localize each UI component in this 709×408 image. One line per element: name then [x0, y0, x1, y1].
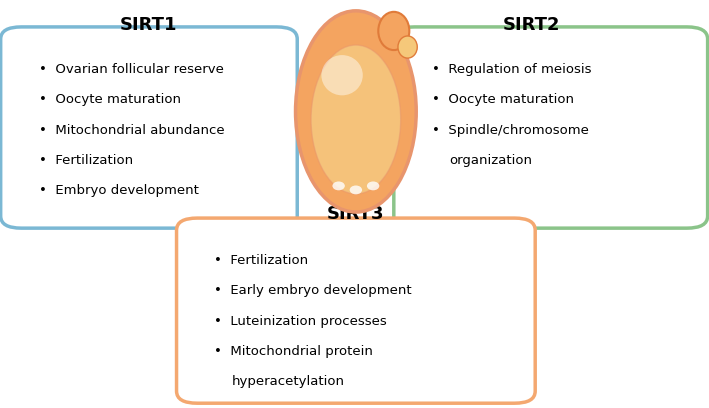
Text: •  Ovarian follicular reserve: • Ovarian follicular reserve [38, 63, 223, 76]
Text: •  Embryo development: • Embryo development [38, 184, 199, 197]
Text: •  Oocyte maturation: • Oocyte maturation [38, 93, 181, 106]
Text: •  Oocyte maturation: • Oocyte maturation [432, 93, 574, 106]
Text: •  Mitochondrial protein: • Mitochondrial protein [215, 345, 374, 358]
Text: SIRT1: SIRT1 [121, 16, 178, 34]
Text: hyperacetylation: hyperacetylation [232, 375, 345, 388]
Text: •  Early embryo development: • Early embryo development [215, 284, 412, 297]
Ellipse shape [311, 45, 401, 194]
FancyBboxPatch shape [177, 218, 535, 403]
Text: SIRT2: SIRT2 [503, 16, 561, 34]
Text: •  Mitochondrial abundance: • Mitochondrial abundance [38, 124, 224, 137]
Ellipse shape [367, 182, 379, 190]
Text: •  Luteinization processes: • Luteinization processes [215, 315, 387, 328]
Text: •  Fertilization: • Fertilization [215, 254, 308, 267]
Ellipse shape [333, 182, 345, 190]
Ellipse shape [321, 55, 363, 95]
Ellipse shape [296, 11, 416, 212]
FancyBboxPatch shape [1, 27, 297, 228]
Text: organization: organization [449, 154, 532, 167]
Text: •  Fertilization: • Fertilization [38, 154, 133, 167]
Text: •  Regulation of meiosis: • Regulation of meiosis [432, 63, 591, 76]
Text: •  Spindle/chromosome: • Spindle/chromosome [432, 124, 588, 137]
Ellipse shape [350, 186, 362, 194]
FancyBboxPatch shape [393, 27, 708, 228]
Ellipse shape [398, 36, 418, 58]
Text: SIRT3: SIRT3 [327, 205, 384, 223]
Ellipse shape [379, 12, 409, 50]
